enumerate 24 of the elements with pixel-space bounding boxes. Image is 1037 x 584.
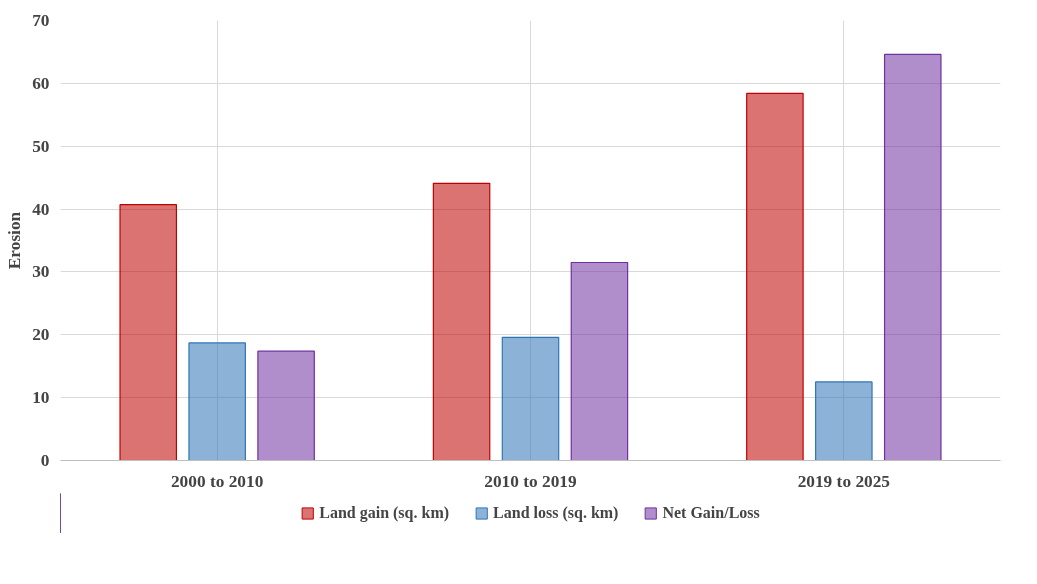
y-tick-label: 20 — [32, 325, 50, 345]
y-tick-label: 40 — [32, 199, 50, 219]
y-tick-label: 50 — [32, 136, 50, 156]
x-tick-label: 2019 to 2025 — [797, 471, 891, 491]
bar — [257, 350, 315, 461]
y-tick-label: 10 — [32, 388, 50, 408]
y-axis-title: Erosion — [5, 211, 25, 270]
bar — [815, 381, 873, 461]
bar — [501, 336, 560, 461]
x-tick-label: 2000 to 2010 — [170, 471, 264, 491]
y-tick-label: 30 — [32, 262, 50, 282]
bar — [746, 92, 804, 461]
bar — [119, 204, 178, 461]
bar — [432, 182, 491, 461]
y-tick-label: 60 — [32, 73, 50, 93]
y-tick-label: 70 — [32, 11, 50, 30]
y-tick-label: 0 — [40, 451, 50, 470]
legend-label: Net Gain/Loss — [662, 504, 760, 522]
bar — [883, 53, 942, 461]
x-tick-label: 2010 to 2019 — [484, 471, 578, 491]
bar — [188, 342, 246, 461]
bar — [570, 261, 629, 461]
legend-label: Land gain (sq. km) — [319, 504, 450, 522]
legend-label: Land loss (sq. km) — [493, 504, 619, 522]
